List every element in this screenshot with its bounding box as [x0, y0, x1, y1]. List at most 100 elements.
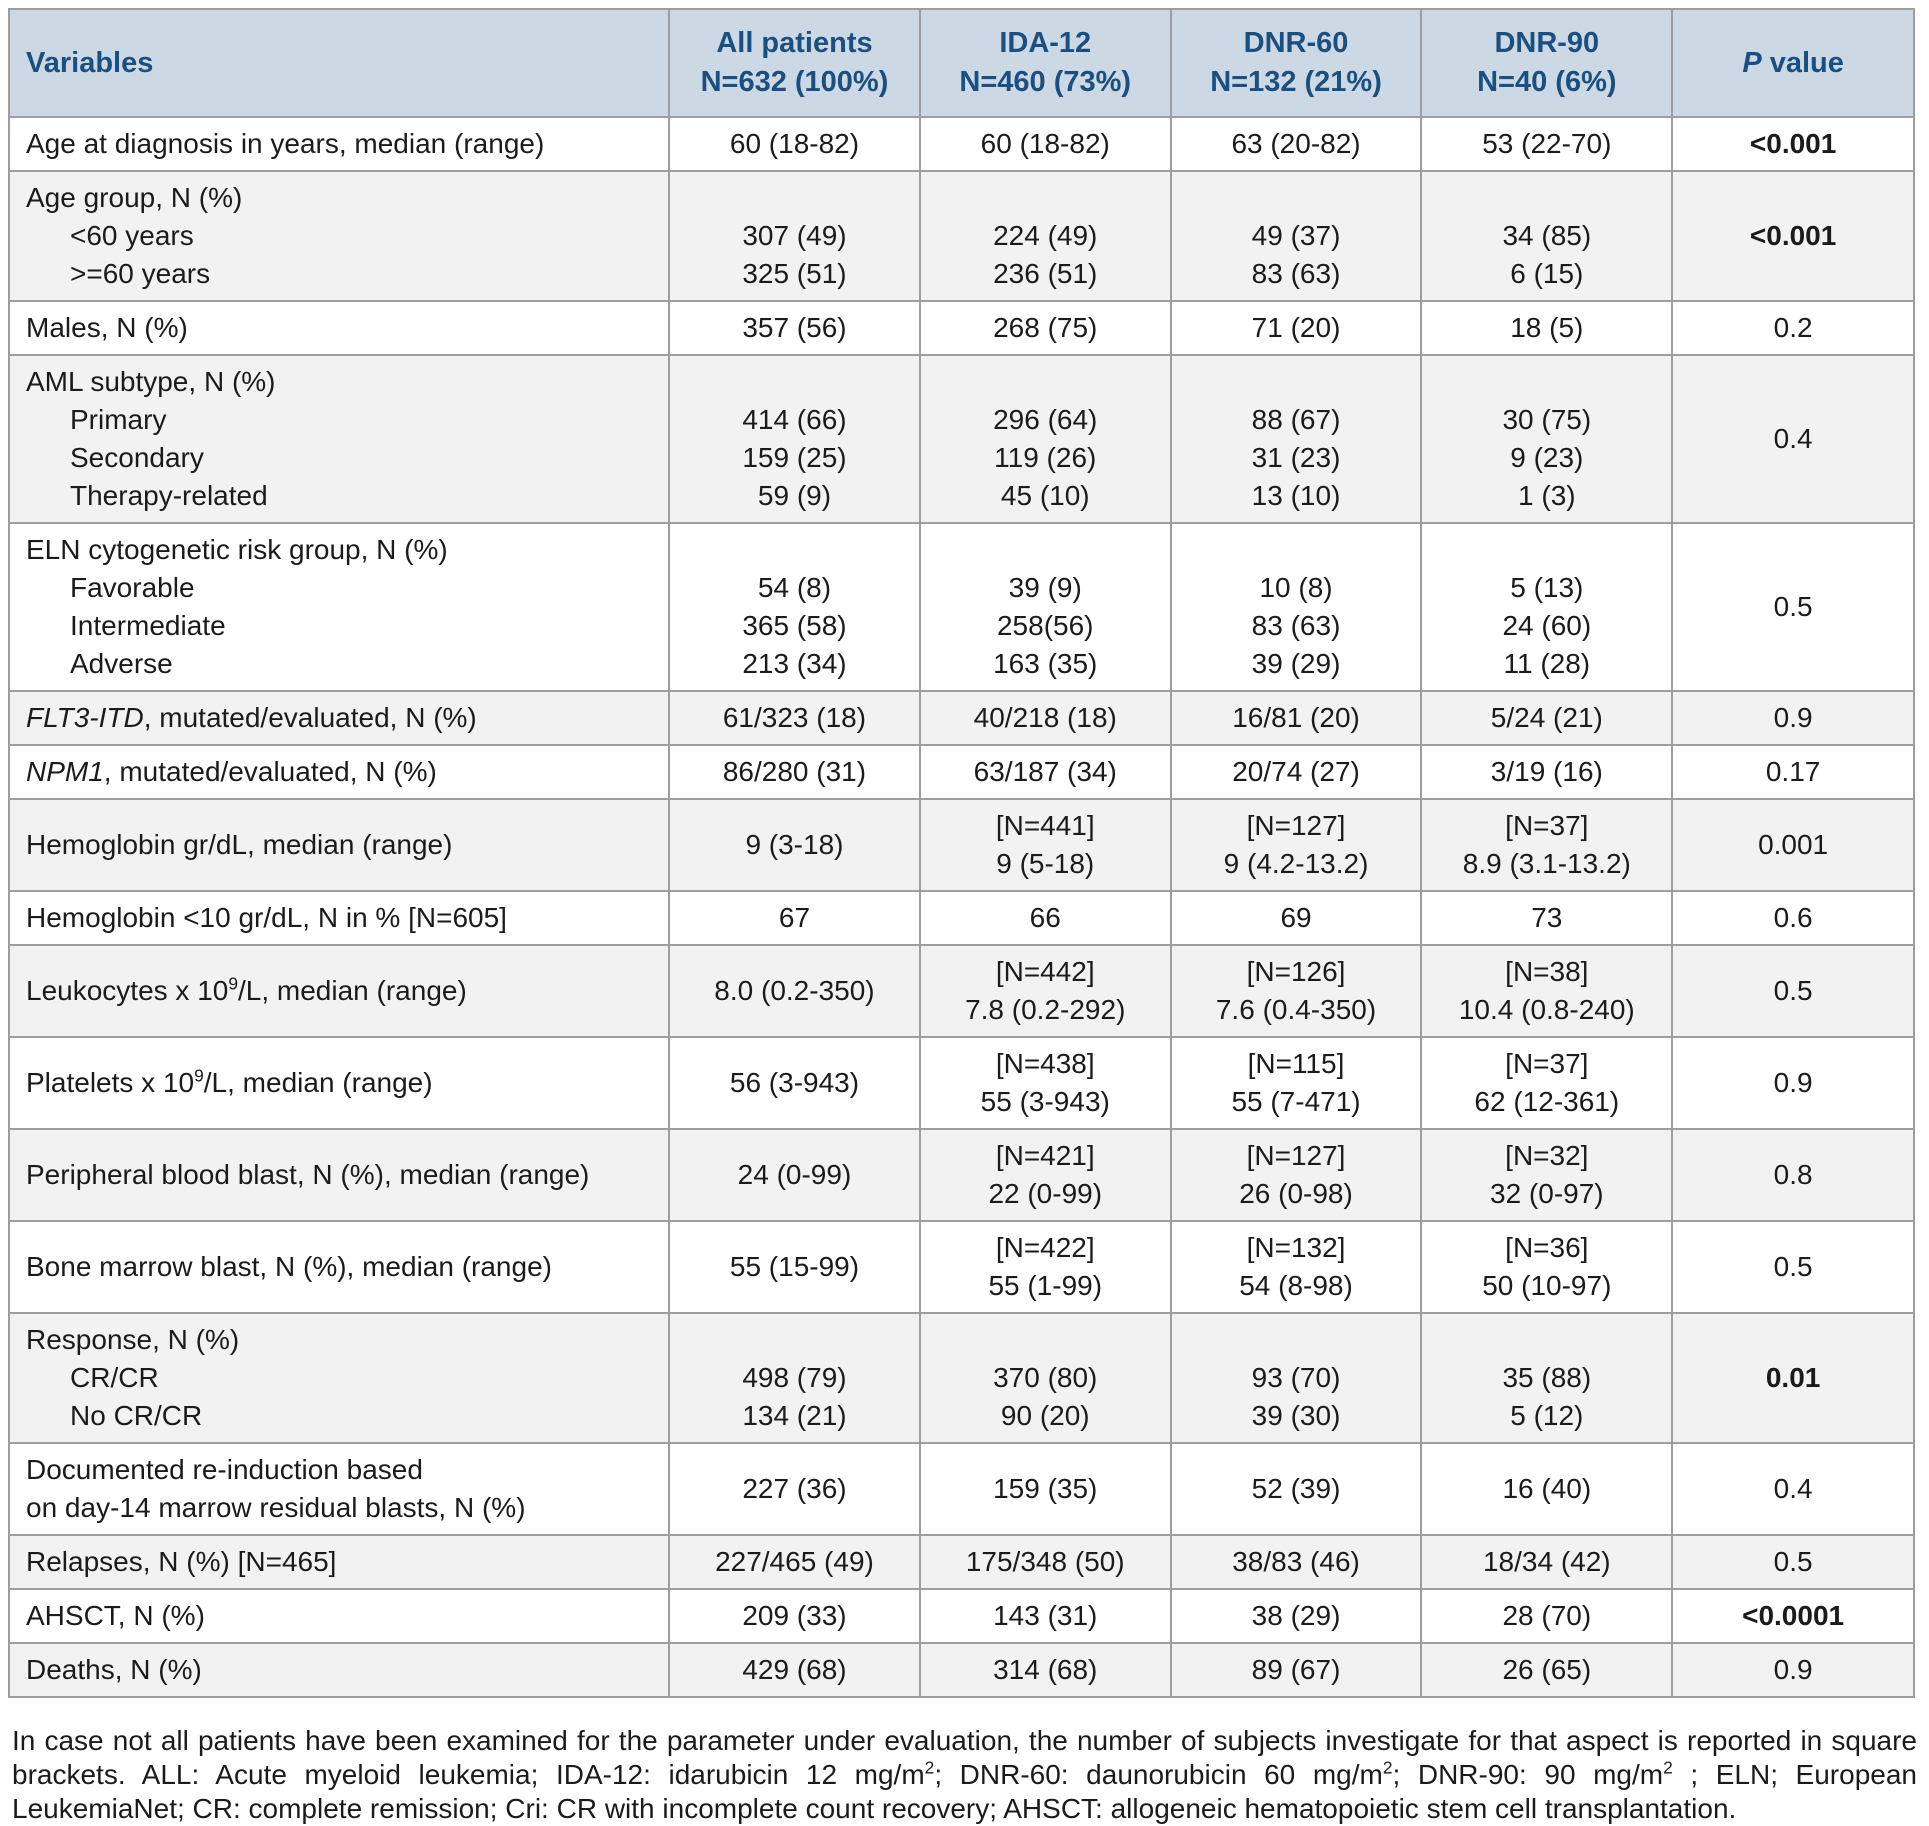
- p-value-cell: <0.001: [1671, 170, 1915, 302]
- value-cell: 86/280 (31): [668, 744, 921, 800]
- value-cell: [N=37] 62 (12-361): [1420, 1036, 1674, 1130]
- value-cell: 10 (8) 83 (63) 39 (29): [1169, 522, 1423, 692]
- table-row: Deaths, N (%) 429 (68) 314 (68) 89 (67) 26 (…: [7, 1642, 1915, 1698]
- value-cell: [N=37] 8.9 (3.1-13.2): [1420, 798, 1674, 892]
- value-cell: 54 (8) 365 (58) 213 (34): [668, 522, 921, 692]
- value-cell: 5 (13) 24 (60) 11 (28): [1420, 522, 1674, 692]
- p-value-cell: 0.001: [1671, 798, 1915, 892]
- value-cell: 498 (79) 134 (21): [668, 1312, 921, 1444]
- value-cell: 55 (15-99): [668, 1220, 921, 1314]
- value-cell: 159 (35): [918, 1442, 1172, 1536]
- value-cell: 209 (33): [668, 1588, 921, 1644]
- p-value-cell: 0.01: [1671, 1312, 1915, 1444]
- value-cell: [N=126] 7.6 (0.4-350): [1169, 944, 1423, 1038]
- row-label: NPM1, mutated/evaluated, N (%): [7, 744, 671, 800]
- value-cell: 60 (18-82): [668, 116, 921, 172]
- value-cell: 49 (37) 83 (63): [1169, 170, 1423, 302]
- table-row: Males, N (%) 357 (56) 268 (75) 71 (20) 18 (5…: [7, 300, 1915, 356]
- value-cell: 9 (3-18): [668, 798, 921, 892]
- value-cell: 39 (9) 258(56) 163 (35): [918, 522, 1172, 692]
- table-body: Age at diagnosis in years, median (range…: [7, 116, 1915, 1698]
- value-cell: [N=115] 55 (7-471): [1169, 1036, 1423, 1130]
- row-label: Relapses, N (%) [N=465]: [7, 1534, 671, 1590]
- value-cell: 357 (56): [668, 300, 921, 356]
- table-row: Hemoglobin <10 gr/dL, N in % [N=605] 67 66…: [7, 890, 1915, 946]
- value-cell: 314 (68): [918, 1642, 1172, 1698]
- value-cell: 73: [1420, 890, 1674, 946]
- value-cell: [N=441] 9 (5-18): [918, 798, 1172, 892]
- row-label: AML subtype, N (%) Primary Secondary Therap…: [7, 354, 671, 524]
- table-row: Hemoglobin gr/dL, median (range) 9 (3-18)…: [7, 798, 1915, 892]
- table-row: FLT3-ITD, mutated/evaluated, N (%) 61/323…: [7, 690, 1915, 746]
- table-row: Response, N (%) CR/CR No CR/CR 498 (79) 134…: [7, 1312, 1915, 1444]
- value-cell: 60 (18-82): [918, 116, 1172, 172]
- row-label: AHSCT, N (%): [7, 1588, 671, 1644]
- value-cell: 16 (40): [1420, 1442, 1674, 1536]
- row-label: ELN cytogenetic risk group, N (%) Favorab…: [7, 522, 671, 692]
- value-cell: 16/81 (20): [1169, 690, 1423, 746]
- p-value-cell: <0.001: [1671, 116, 1915, 172]
- value-cell: 88 (67) 31 (23) 13 (10): [1169, 354, 1423, 524]
- value-cell: 69: [1169, 890, 1423, 946]
- value-cell: 89 (67): [1169, 1642, 1423, 1698]
- p-value-cell: 0.8: [1671, 1128, 1915, 1222]
- p-value-cell: 0.5: [1671, 1220, 1915, 1314]
- value-cell: 307 (49) 325 (51): [668, 170, 921, 302]
- value-cell: [N=438] 55 (3-943): [918, 1036, 1172, 1130]
- value-cell: [N=421] 22 (0-99): [918, 1128, 1172, 1222]
- value-cell: 63/187 (34): [918, 744, 1172, 800]
- value-cell: 28 (70): [1420, 1588, 1674, 1644]
- value-cell: [N=422] 55 (1-99): [918, 1220, 1172, 1314]
- value-cell: 8.0 (0.2-350): [668, 944, 921, 1038]
- table-header: Variables All patients N=632 (100%) IDA-12…: [7, 8, 1915, 118]
- value-cell: 414 (66) 159 (25) 59 (9): [668, 354, 921, 524]
- table-row: Documented re-induction based on day-14 m…: [7, 1442, 1915, 1536]
- value-cell: 296 (64) 119 (26) 45 (10): [918, 354, 1172, 524]
- row-label: Leukocytes x 109/L, median (range): [7, 944, 671, 1038]
- value-cell: 20/74 (27): [1169, 744, 1423, 800]
- value-cell: 93 (70) 39 (30): [1169, 1312, 1423, 1444]
- table-row: Platelets x 109/L, median (range) 56 (3-9…: [7, 1036, 1915, 1130]
- value-cell: 18/34 (42): [1420, 1534, 1674, 1590]
- row-label: Documented re-induction based on day-14 m…: [7, 1442, 671, 1536]
- p-value-cell: 0.5: [1671, 944, 1915, 1038]
- value-cell: 34 (85) 6 (15): [1420, 170, 1674, 302]
- value-cell: 24 (0-99): [668, 1128, 921, 1222]
- value-cell: 268 (75): [918, 300, 1172, 356]
- value-cell: 53 (22-70): [1420, 116, 1674, 172]
- value-cell: [N=442] 7.8 (0.2-292): [918, 944, 1172, 1038]
- p-value-cell: 0.9: [1671, 1642, 1915, 1698]
- value-cell: 26 (65): [1420, 1642, 1674, 1698]
- patient-characteristics-table: Variables All patients N=632 (100%) IDA-12…: [7, 8, 1915, 1698]
- row-label: Age at diagnosis in years, median (range…: [7, 116, 671, 172]
- row-label: Males, N (%): [7, 300, 671, 356]
- column-header-p-value: P value: [1671, 8, 1915, 118]
- p-value-cell: 0.2: [1671, 300, 1915, 356]
- column-header-group-2: DNR-60 N=132 (21%): [1169, 8, 1423, 118]
- table-row: Peripheral blood blast, N (%), median (r…: [7, 1128, 1915, 1222]
- p-value-cell: 0.6: [1671, 890, 1915, 946]
- table-row: Relapses, N (%) [N=465] 227/465 (49) 175/3…: [7, 1534, 1915, 1590]
- table-row: Bone marrow blast, N (%), median (range)…: [7, 1220, 1915, 1314]
- column-header-group-3: DNR-90 N=40 (6%): [1420, 8, 1674, 118]
- column-header-group-0: All patients N=632 (100%): [668, 8, 921, 118]
- value-cell: 52 (39): [1169, 1442, 1423, 1536]
- value-cell: 38/83 (46): [1169, 1534, 1423, 1590]
- row-label: Bone marrow blast, N (%), median (range): [7, 1220, 671, 1314]
- p-value-cell: 0.9: [1671, 1036, 1915, 1130]
- value-cell: 227 (36): [668, 1442, 921, 1536]
- p-value-cell: 0.5: [1671, 522, 1915, 692]
- value-cell: 224 (49) 236 (51): [918, 170, 1172, 302]
- row-label: Peripheral blood blast, N (%), median (r…: [7, 1128, 671, 1222]
- value-cell: [N=38] 10.4 (0.8-240): [1420, 944, 1674, 1038]
- value-cell: 61/323 (18): [668, 690, 921, 746]
- p-value-cell: <0.0001: [1671, 1588, 1915, 1644]
- column-header-variables: Variables: [7, 8, 671, 118]
- value-cell: [N=32] 32 (0-97): [1420, 1128, 1674, 1222]
- value-cell: 38 (29): [1169, 1588, 1423, 1644]
- p-value-cell: 0.5: [1671, 1534, 1915, 1590]
- value-cell: 143 (31): [918, 1588, 1172, 1644]
- row-label: Hemoglobin gr/dL, median (range): [7, 798, 671, 892]
- value-cell: 71 (20): [1169, 300, 1423, 356]
